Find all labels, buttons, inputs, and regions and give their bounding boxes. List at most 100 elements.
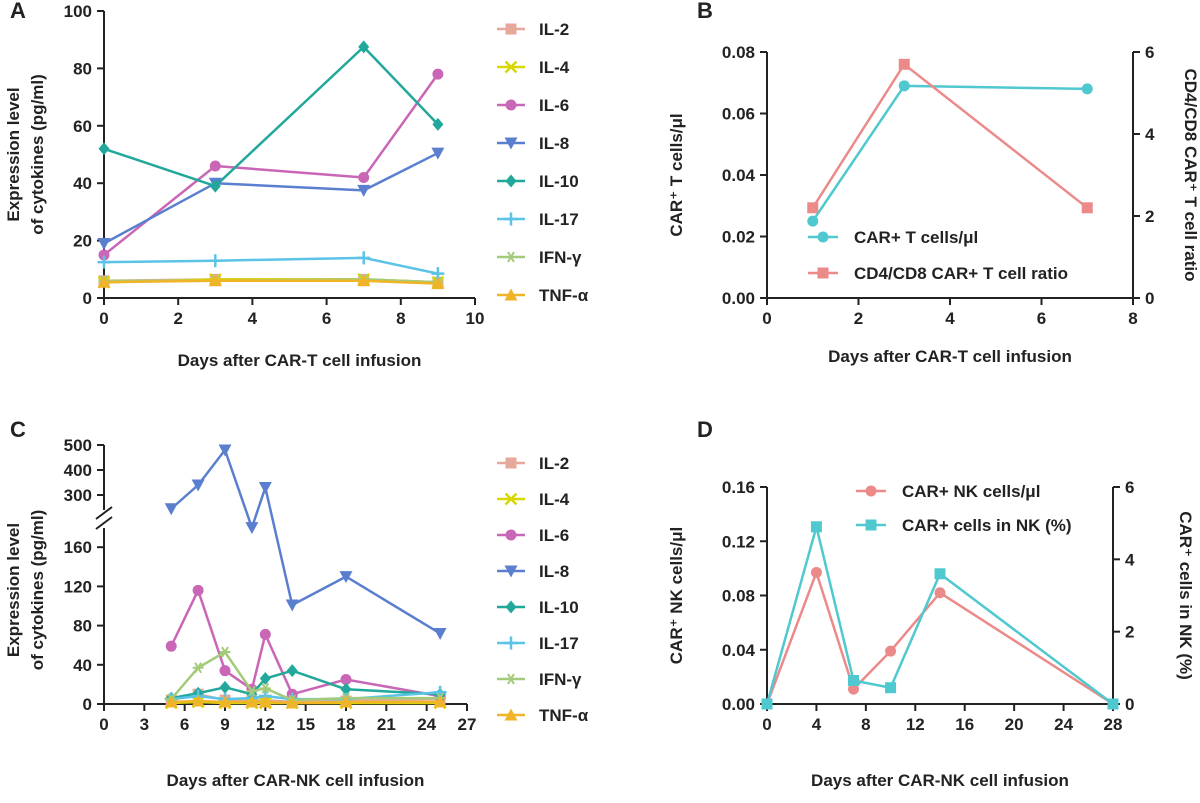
data-point bbox=[245, 695, 259, 708]
data-point bbox=[164, 695, 178, 708]
x-tick-label: 27 bbox=[458, 715, 477, 734]
data-point bbox=[340, 674, 352, 685]
legend-item: IL-17 bbox=[497, 634, 579, 653]
data-point bbox=[165, 640, 177, 652]
y-tick-label: 160 bbox=[64, 538, 92, 557]
data-point bbox=[885, 682, 897, 694]
legend-marker bbox=[505, 457, 517, 469]
data-point bbox=[358, 171, 370, 183]
series-line bbox=[171, 699, 441, 705]
x-tick-label: 12 bbox=[906, 715, 925, 734]
y-axis-title: Expression level bbox=[4, 523, 23, 657]
legend-item: IL-4 bbox=[497, 58, 570, 77]
series-line bbox=[765, 525, 1114, 705]
legend-label: IL-10 bbox=[539, 598, 579, 617]
series bbox=[97, 147, 445, 250]
panel-label-c: C bbox=[10, 417, 26, 442]
y-axis-title: of cytokines (pg/ml) bbox=[28, 510, 47, 671]
data-point bbox=[339, 571, 353, 584]
y-tick-label: 120 bbox=[64, 577, 92, 596]
x-tick-label: 24 bbox=[1054, 715, 1073, 734]
panel-label-a: A bbox=[10, 0, 26, 23]
data-point bbox=[219, 646, 231, 658]
legend-label: IL-6 bbox=[539, 96, 569, 115]
legend-item: IL-8 bbox=[497, 134, 569, 153]
legend-item: IL-2 bbox=[497, 454, 569, 473]
data-point bbox=[209, 160, 221, 172]
legend-item: IL-10 bbox=[497, 598, 579, 617]
data-point bbox=[898, 80, 910, 92]
data-point bbox=[432, 117, 444, 131]
legend-item: CAR+ cells in NK (%) bbox=[856, 516, 1072, 535]
legend-label: CAR+ T cells/μl bbox=[854, 228, 978, 247]
y-right-tick-label: 2 bbox=[1145, 207, 1154, 226]
series-line bbox=[170, 650, 441, 702]
legend-item: IFN-γ bbox=[497, 670, 582, 689]
data-point bbox=[761, 698, 773, 710]
data-point bbox=[885, 645, 897, 657]
legend-marker bbox=[505, 174, 517, 188]
data-point bbox=[848, 683, 859, 695]
y-tick-label: 0.04 bbox=[722, 166, 756, 185]
y-axis-title: CAR⁺ NK cells/μl bbox=[667, 527, 686, 664]
y-tick-label: 0.02 bbox=[722, 228, 755, 247]
x-tick-label: 4 bbox=[945, 309, 955, 328]
data-point bbox=[258, 482, 272, 494]
data-point bbox=[97, 275, 111, 288]
legend-label: IL-4 bbox=[539, 490, 570, 509]
x-tick-label: 21 bbox=[377, 715, 396, 734]
data-point bbox=[208, 274, 222, 287]
legend-marker bbox=[865, 485, 877, 497]
legend-marker bbox=[505, 251, 517, 263]
x-tick-label: 8 bbox=[861, 715, 870, 734]
series-line bbox=[765, 571, 1114, 706]
legend-marker bbox=[505, 23, 517, 35]
y-tick-label: 0.00 bbox=[722, 695, 755, 714]
y-right-tick-label: 4 bbox=[1145, 125, 1155, 144]
legend-label: IL-17 bbox=[539, 210, 579, 229]
series bbox=[97, 251, 445, 281]
x-tick-label: 12 bbox=[256, 715, 275, 734]
y-tick-label: 80 bbox=[73, 59, 92, 78]
legend-marker bbox=[505, 600, 517, 614]
data-point bbox=[246, 685, 258, 697]
data-point bbox=[259, 682, 271, 694]
axis-break-mark bbox=[95, 516, 113, 530]
series bbox=[98, 68, 444, 261]
data-point bbox=[97, 237, 111, 250]
x-tick-label: 0 bbox=[762, 309, 771, 328]
series bbox=[761, 566, 1119, 710]
data-point bbox=[433, 695, 447, 708]
data-point bbox=[848, 674, 859, 686]
series bbox=[164, 694, 447, 709]
series-line bbox=[103, 45, 439, 188]
legend-marker bbox=[504, 492, 518, 506]
series-line bbox=[170, 589, 441, 698]
legend-label: IFN-γ bbox=[539, 248, 582, 267]
legend-item: CAR+ NK cells/μl bbox=[856, 482, 1040, 501]
y-tick-label: 0.06 bbox=[722, 105, 755, 124]
y-axis-title: of cytokines (pg/ml) bbox=[28, 74, 47, 235]
series-line bbox=[103, 279, 438, 285]
data-point bbox=[810, 521, 822, 533]
x-tick-label: 3 bbox=[140, 715, 149, 734]
series bbox=[165, 584, 446, 702]
legend-label: IL-6 bbox=[539, 526, 569, 545]
y-tick-label: 0.12 bbox=[722, 532, 755, 551]
x-tick-label: 0 bbox=[762, 715, 771, 734]
data-point bbox=[191, 694, 205, 707]
legend-marker bbox=[505, 529, 517, 541]
legend-marker bbox=[504, 212, 518, 226]
y-tick-label: 400 bbox=[64, 461, 92, 480]
legend-label: IL-8 bbox=[539, 134, 569, 153]
x-tick-label: 20 bbox=[1005, 715, 1024, 734]
data-point bbox=[807, 202, 819, 214]
series bbox=[761, 521, 1119, 710]
x-axis-title: Days after CAR-NK cell infusion bbox=[811, 771, 1069, 790]
y-axis-title: CAR⁺ T cells/μl bbox=[667, 113, 686, 236]
x-tick-label: 6 bbox=[322, 309, 331, 328]
x-tick-label: 0 bbox=[99, 715, 108, 734]
data-point bbox=[807, 215, 819, 227]
data-point bbox=[285, 599, 299, 612]
